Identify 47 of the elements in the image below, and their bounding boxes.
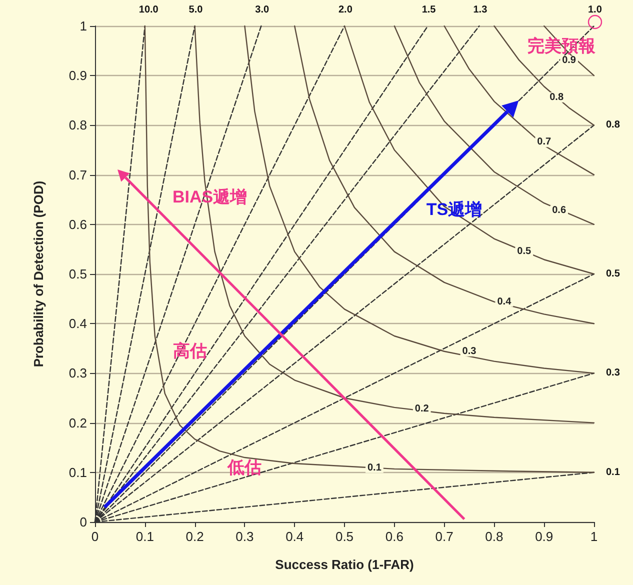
series-label: 0.3	[606, 368, 620, 379]
series-label: 0.5	[606, 268, 620, 280]
x-tick-label: 0.1	[136, 529, 154, 544]
annotation: 0.4	[497, 296, 512, 308]
y-tick-label: 0.5	[68, 266, 87, 282]
series-label: 1.3	[473, 4, 488, 16]
y-tick-label: 0.6	[68, 216, 87, 232]
y-tick-label: 0.7	[68, 167, 87, 182]
series-label: 0.8	[606, 120, 620, 131]
series-label: 2.0	[338, 4, 353, 16]
series-label: 1.0	[588, 4, 602, 16]
annotation: 0.2	[414, 403, 430, 414]
x-tick-label: 0.4	[286, 529, 304, 544]
annotation: 0.9	[562, 55, 576, 66]
series-label: 1.5	[422, 4, 436, 16]
y-tick-label: 0	[80, 514, 87, 530]
annotation: 高估	[172, 341, 207, 360]
x-tick-label: 0.5	[335, 529, 354, 544]
x-tick-label: 0.3	[236, 529, 254, 544]
y-tick-label: 0.9	[68, 68, 87, 84]
x-axis-title: Success Ratio (1-FAR)	[275, 557, 414, 572]
y-tick-label: 0.4	[68, 316, 87, 332]
series-label: 3.0	[255, 4, 270, 16]
annotation: 0.8	[550, 92, 564, 103]
y-tick-label: 0.3	[68, 366, 87, 381]
annotation: 0.1	[367, 462, 382, 474]
y-axis-title: Probability of Detection (POD)	[31, 180, 46, 368]
y-tick-label: 0.8	[68, 118, 87, 133]
x-tick-label: 0.9	[535, 529, 554, 544]
annotation: 0.5	[517, 246, 532, 258]
x-tick-label: 0	[91, 529, 99, 544]
annotation: 0.3	[462, 346, 477, 357]
x-tick-label: 0.8	[485, 529, 504, 544]
annotation: 0.7	[537, 136, 552, 148]
y-tick-label: 0.1	[68, 464, 87, 480]
x-tick-label: 0.6	[385, 529, 404, 544]
y-tick-label: 1	[80, 18, 87, 34]
x-tick-label: 1	[590, 529, 598, 544]
x-tick-label: 0.2	[186, 529, 204, 544]
annotation: 0.6	[552, 205, 566, 216]
y-tick-label: 0.2	[68, 415, 87, 430]
annotation: 低估	[226, 458, 262, 477]
series-label: 0.1	[606, 466, 620, 478]
series-label: 10.0	[138, 4, 159, 16]
x-tick-label: 0.7	[435, 529, 454, 544]
series-label: 5.0	[188, 4, 204, 16]
annotation: TS遞增	[426, 200, 482, 220]
